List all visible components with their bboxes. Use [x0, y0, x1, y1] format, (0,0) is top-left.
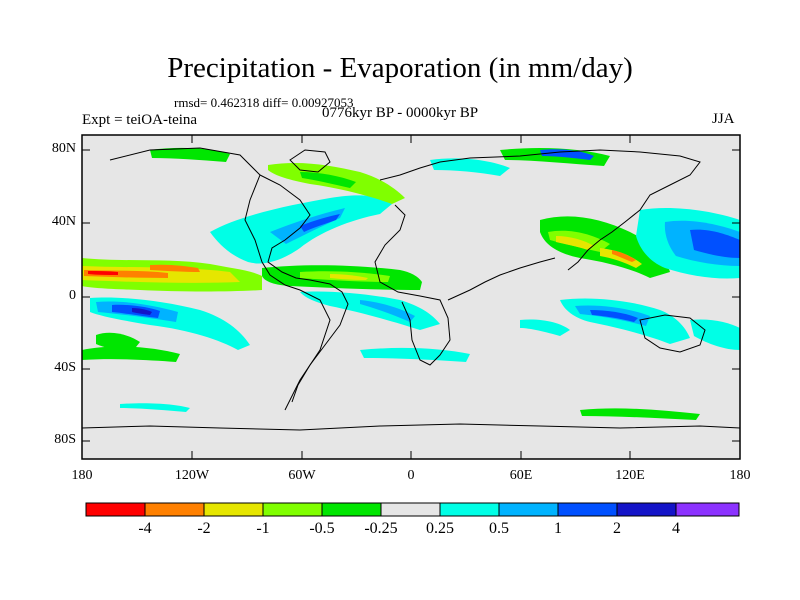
lon-label-120w: 120W — [174, 468, 210, 483]
lon-label-60e: 60E — [509, 468, 533, 483]
colorbar-label: 0.25 — [426, 520, 454, 537]
colorbar-label: 1 — [554, 520, 562, 537]
colorbar-label: -2 — [197, 520, 211, 537]
americas-east-coast — [259, 174, 349, 403]
colorbar-box-9 — [616, 502, 677, 517]
colorbar-label: -4 — [138, 520, 152, 537]
colorbar-box-0 — [85, 502, 146, 517]
coastlines — [81, 147, 741, 431]
experiment-label: Expt = teiOA-teina — [82, 112, 198, 128]
rmsd-diff-stats: rmsd= 0.462318 diff= 0.00927053 — [174, 95, 354, 110]
precip-evap-anomaly-field — [82, 147, 740, 420]
colorbar-box-7 — [498, 502, 559, 517]
map-title: Precipitation - Evaporation (in mm/day) — [167, 52, 633, 84]
season-label: JJA — [712, 111, 735, 127]
lon-label-0: 0 — [407, 468, 415, 483]
colorbar-box-6 — [439, 502, 500, 517]
colorbar-label: 2 — [613, 520, 621, 537]
colorbar-box-5 — [380, 502, 441, 517]
australia-coast — [639, 314, 706, 353]
greenland-coast — [289, 149, 331, 173]
colorbar-label: 0.5 — [489, 520, 509, 537]
americas-west-coast — [109, 147, 331, 411]
lat-label-40n: 40N — [51, 214, 76, 229]
colorbar-label: 4 — [672, 520, 680, 537]
antarctica-coast — [81, 423, 741, 431]
colorbar-box-2 — [203, 502, 264, 517]
period-label: 0776kyr BP - 0000kyr BP — [322, 105, 479, 121]
lon-label-180w: 180 — [71, 468, 93, 483]
colorbar-box-10 — [675, 502, 740, 517]
colorbar — [85, 502, 740, 517]
lon-label-120e: 120E — [615, 468, 645, 483]
africa-east-coast — [447, 257, 556, 301]
colorbar-box-8 — [557, 502, 618, 517]
map-background — [82, 135, 740, 459]
colorbar-label: -0.25 — [364, 520, 398, 537]
lat-label-40s: 40S — [54, 360, 76, 375]
colorbar-box-3 — [262, 502, 323, 517]
axis-ticks — [81, 135, 741, 459]
africa-coast — [374, 204, 451, 366]
eurasia-north-coast — [379, 149, 701, 271]
lat-label-80s: 80S — [54, 432, 76, 447]
lat-label-80n: 80N — [51, 141, 76, 156]
lon-label-60w: 60W — [288, 468, 316, 483]
colorbar-label: -1 — [256, 520, 270, 537]
colorbar-box-1 — [144, 502, 205, 517]
lat-label-0: 0 — [69, 288, 76, 303]
colorbar-label: -0.5 — [309, 520, 335, 537]
colorbar-box-4 — [321, 502, 382, 517]
lon-label-180e: 180 — [729, 468, 751, 483]
